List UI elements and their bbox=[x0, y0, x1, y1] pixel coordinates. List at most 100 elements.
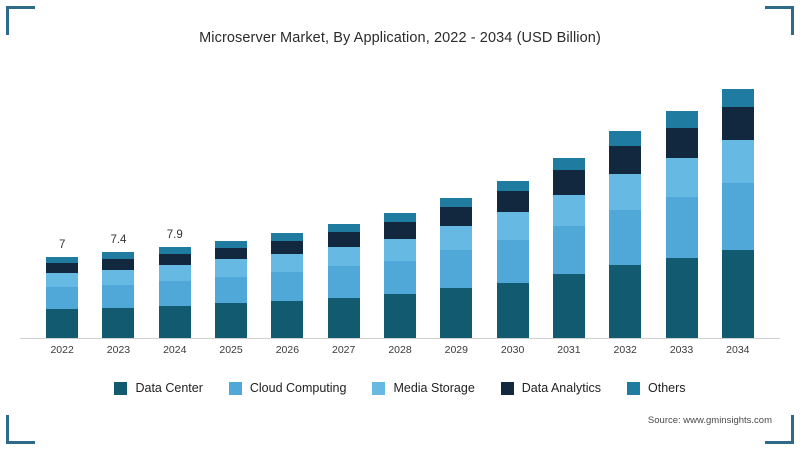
bar-segment[interactable] bbox=[327, 223, 360, 232]
bar-segment[interactable] bbox=[46, 309, 79, 338]
bar-stack bbox=[440, 198, 473, 338]
bar-segment[interactable] bbox=[46, 273, 79, 288]
bar-segment[interactable] bbox=[327, 266, 360, 298]
bar-segment[interactable] bbox=[271, 301, 304, 338]
bar-stack bbox=[721, 89, 754, 338]
bar-segment[interactable] bbox=[215, 303, 248, 338]
bar-segment[interactable] bbox=[721, 89, 754, 107]
bar-segment[interactable] bbox=[440, 207, 473, 226]
x-axis-tick-label: 2022 bbox=[50, 344, 74, 356]
bar-column[interactable] bbox=[384, 213, 416, 338]
bar-column[interactable] bbox=[609, 131, 642, 338]
bar-segment[interactable] bbox=[271, 232, 304, 241]
bar-segment[interactable] bbox=[496, 180, 529, 192]
bar-column[interactable]: 7.9 bbox=[158, 229, 191, 338]
bar-column[interactable] bbox=[665, 111, 698, 338]
bar-segment[interactable] bbox=[158, 281, 191, 306]
bar-segment[interactable] bbox=[552, 274, 585, 338]
bar-segment[interactable] bbox=[215, 247, 248, 260]
bar-segment[interactable] bbox=[721, 250, 754, 338]
bar-segment[interactable] bbox=[665, 111, 698, 128]
legend-swatch-icon bbox=[114, 381, 128, 395]
bar-segment[interactable] bbox=[496, 211, 529, 240]
bar-segment[interactable] bbox=[440, 250, 473, 289]
bar-segment[interactable] bbox=[102, 284, 135, 308]
bar-column[interactable] bbox=[552, 157, 585, 338]
bar-segment[interactable] bbox=[215, 259, 248, 277]
bar-stack bbox=[552, 157, 585, 338]
bar-segment[interactable] bbox=[102, 259, 135, 270]
bar-segment[interactable] bbox=[440, 198, 473, 208]
bar-segment[interactable] bbox=[609, 209, 642, 266]
bar-segment[interactable] bbox=[158, 305, 191, 338]
bar-segment[interactable] bbox=[721, 106, 754, 141]
bar-segment[interactable] bbox=[496, 239, 529, 283]
bar-segment[interactable] bbox=[215, 240, 248, 248]
bar-segment[interactable] bbox=[215, 276, 248, 304]
bar-segment[interactable] bbox=[440, 225, 473, 251]
bar-column[interactable] bbox=[721, 89, 754, 338]
bar-segment[interactable] bbox=[609, 265, 642, 338]
bar-column[interactable]: 7 bbox=[46, 239, 79, 338]
bar-column[interactable] bbox=[271, 232, 304, 338]
legend-label: Cloud Computing bbox=[249, 381, 347, 395]
corner-bracket-bottom-right bbox=[765, 415, 794, 444]
bar-column[interactable]: 7.4 bbox=[102, 234, 135, 338]
bar-segment[interactable] bbox=[158, 253, 191, 266]
bar-segment[interactable] bbox=[721, 140, 754, 184]
bar-segment[interactable] bbox=[665, 157, 698, 197]
bar-segment[interactable] bbox=[609, 173, 642, 210]
bar-segment[interactable] bbox=[665, 196, 698, 259]
bar-column[interactable] bbox=[440, 198, 473, 338]
bar-segment[interactable] bbox=[384, 294, 416, 338]
bar-segment[interactable] bbox=[271, 240, 304, 254]
bar-segment[interactable] bbox=[665, 258, 698, 338]
bar-segment[interactable] bbox=[327, 246, 360, 267]
bar-segment[interactable] bbox=[384, 260, 416, 295]
bar-segment[interactable] bbox=[271, 253, 304, 273]
bar-segment[interactable] bbox=[609, 146, 642, 174]
bar-segment[interactable] bbox=[271, 272, 304, 301]
legend-item[interactable]: Cloud Computing bbox=[228, 381, 347, 395]
bar-segment[interactable] bbox=[552, 225, 585, 275]
bar-segment[interactable] bbox=[496, 282, 529, 338]
x-axis-tick-label: 2026 bbox=[275, 344, 300, 356]
bar-segment[interactable] bbox=[327, 231, 360, 247]
bar-segment[interactable] bbox=[46, 257, 79, 263]
bar-segment[interactable] bbox=[552, 194, 585, 226]
bar-segment[interactable] bbox=[158, 265, 191, 282]
bar-segment[interactable] bbox=[384, 222, 416, 239]
bar-segment[interactable] bbox=[496, 191, 529, 212]
legend-label: Data Center bbox=[135, 381, 203, 395]
bar-stack bbox=[102, 252, 135, 338]
legend-item[interactable]: Data Center bbox=[114, 381, 203, 395]
bar-value-label: 7.9 bbox=[166, 228, 183, 241]
bar-column[interactable] bbox=[327, 223, 360, 338]
bar-segment[interactable] bbox=[158, 246, 191, 254]
bar-segment[interactable] bbox=[721, 183, 754, 251]
bar-segment[interactable] bbox=[46, 262, 79, 274]
bar-segment[interactable] bbox=[327, 297, 360, 338]
bar-segment[interactable] bbox=[552, 157, 585, 171]
bar-stack bbox=[327, 223, 360, 338]
legend-item[interactable]: Media Storage bbox=[372, 381, 475, 395]
bar-segment[interactable] bbox=[609, 131, 642, 147]
x-axis-tick-label: 2032 bbox=[613, 344, 637, 356]
bar-segment[interactable] bbox=[552, 170, 585, 195]
bar-segment[interactable] bbox=[102, 269, 135, 285]
bar-column[interactable] bbox=[496, 180, 529, 338]
x-axis-tick-label: 2025 bbox=[219, 344, 243, 356]
bar-segment[interactable] bbox=[665, 127, 698, 158]
bar-segment[interactable] bbox=[102, 307, 135, 338]
bar-stack bbox=[271, 232, 304, 338]
bar-column[interactable] bbox=[215, 240, 248, 338]
bar-segment[interactable] bbox=[384, 213, 416, 223]
legend-item[interactable]: Data Analytics bbox=[500, 381, 601, 395]
legend-item[interactable]: Others bbox=[627, 381, 686, 395]
bar-segment[interactable] bbox=[384, 238, 416, 261]
bar-segment[interactable] bbox=[440, 288, 473, 338]
bar-stack bbox=[46, 257, 79, 338]
bar-segment[interactable] bbox=[102, 252, 135, 260]
bar-segment[interactable] bbox=[46, 287, 79, 310]
x-axis-tick-label: 2027 bbox=[332, 344, 356, 356]
